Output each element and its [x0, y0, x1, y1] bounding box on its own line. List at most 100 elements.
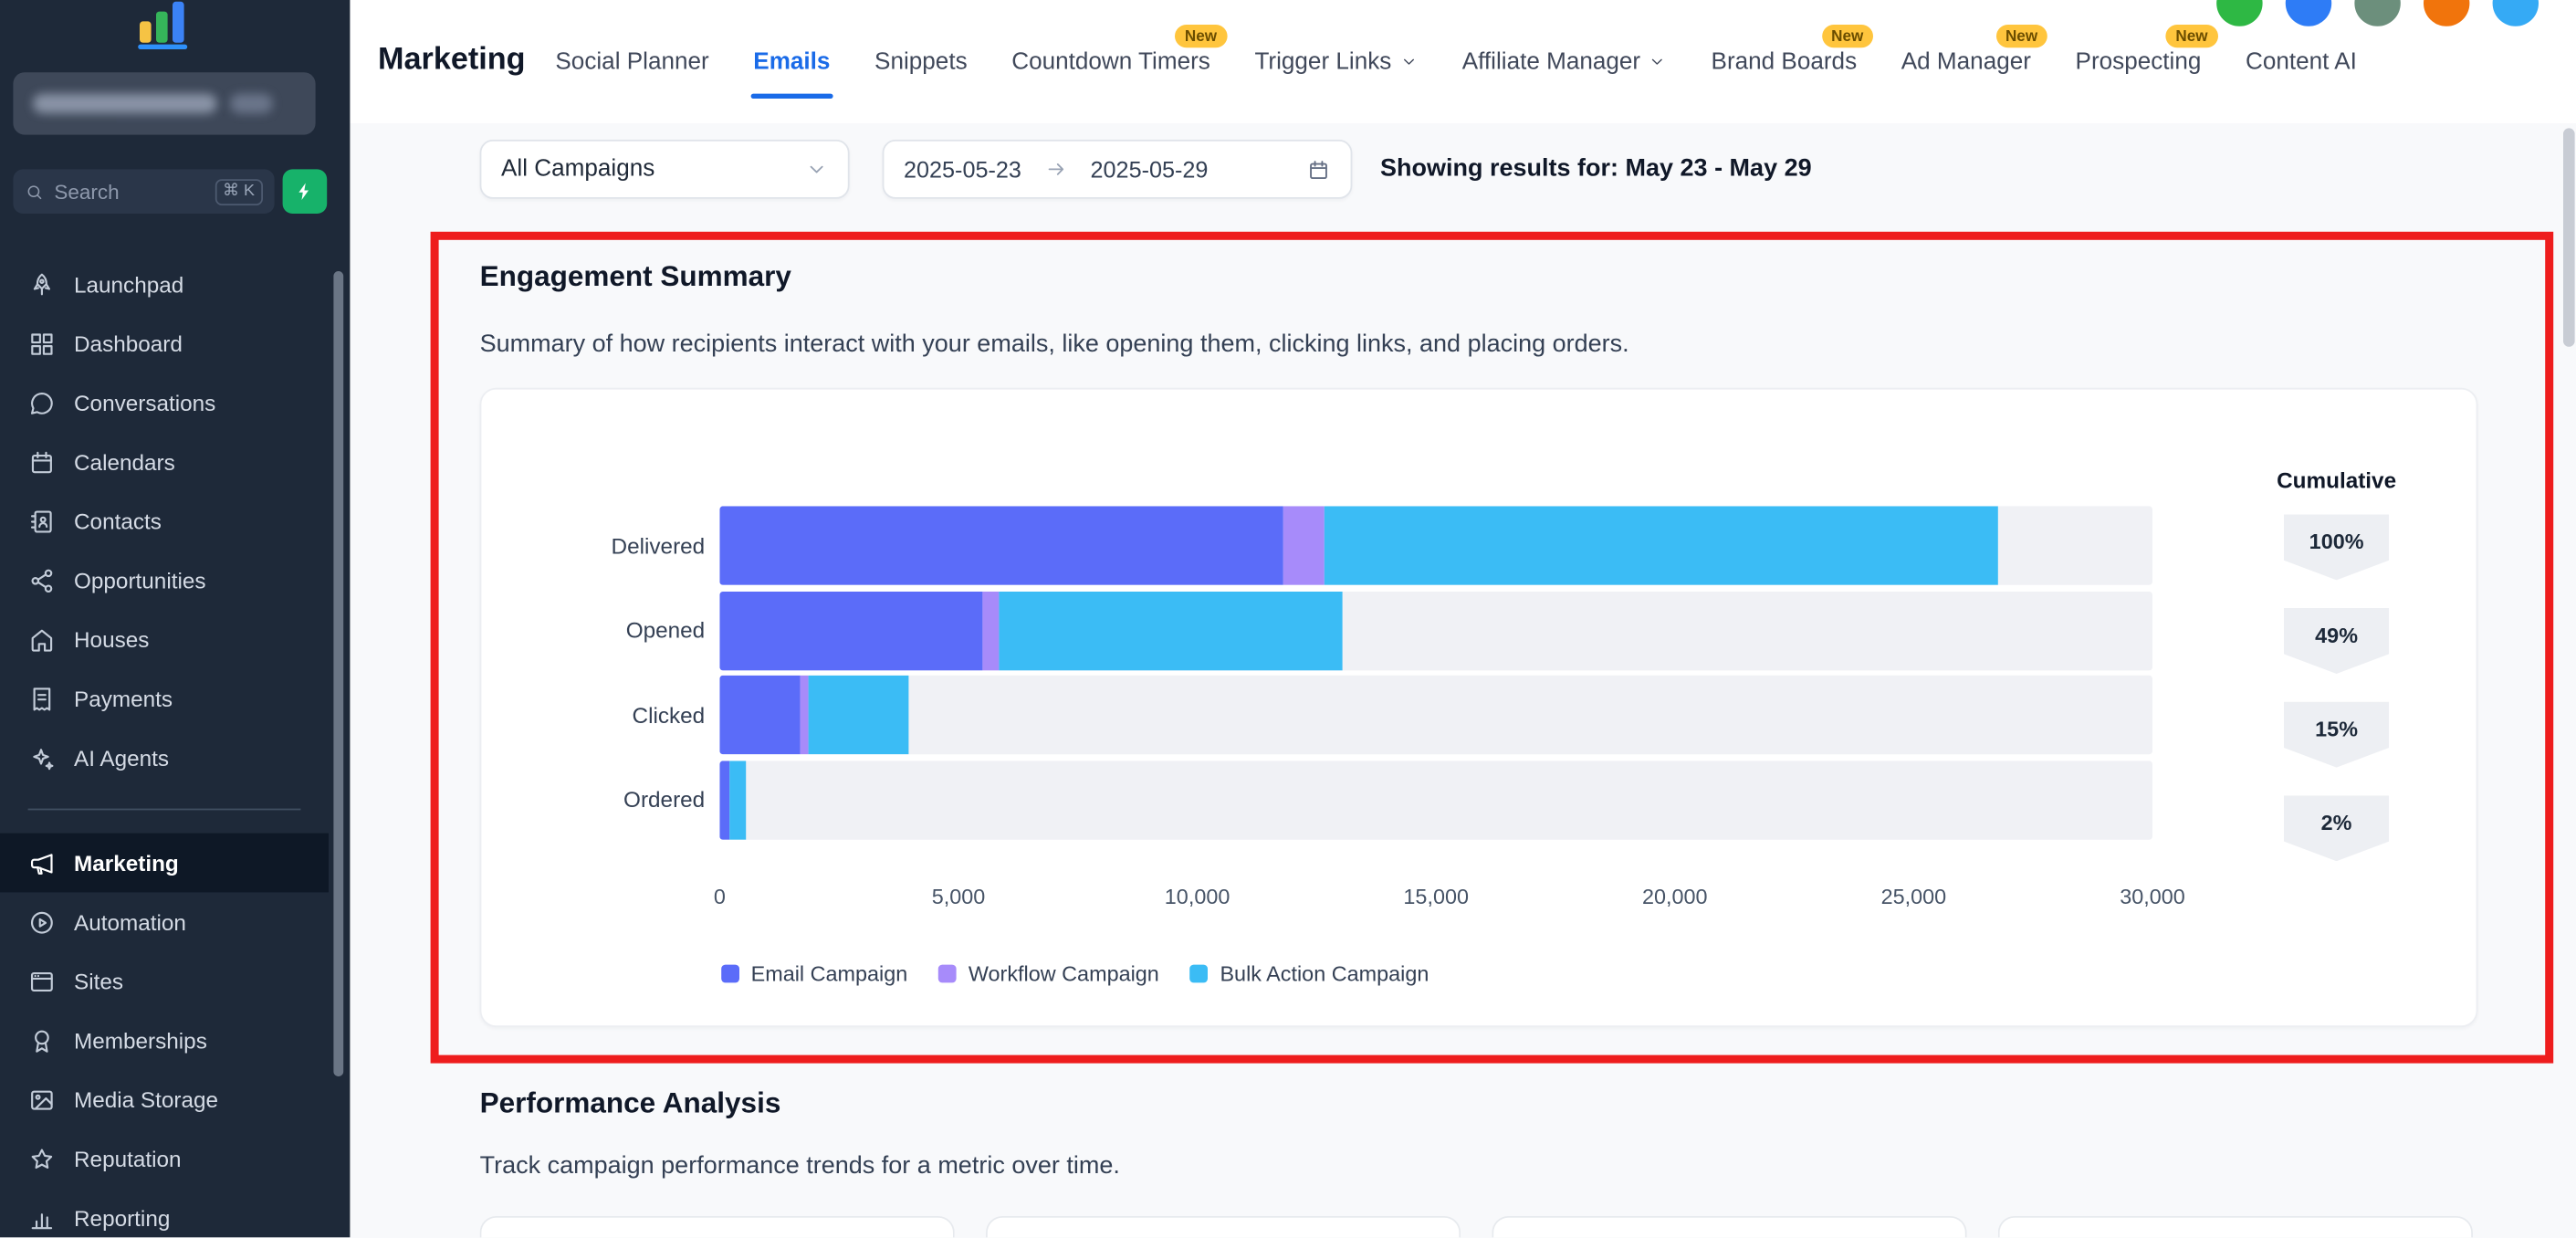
sidebar-item-label: Dashboard — [74, 330, 183, 356]
sidebar-item-marketing[interactable]: Marketing — [0, 833, 329, 893]
tab-content-ai[interactable]: Content AI — [2246, 0, 2357, 123]
filter-bar: All Campaigns 2025-05-23 2025-05-29 Show… — [350, 123, 2576, 232]
sidebar-item-calendars[interactable]: Calendars — [0, 432, 329, 491]
sidebar-scrollbar[interactable] — [333, 271, 344, 1076]
bar-row-opened: Opened — [481, 591, 2153, 670]
sidebar-item-label: Conversations — [74, 390, 216, 415]
arrow-right-icon — [1044, 158, 1067, 181]
tab-social-planner[interactable]: Social Planner — [555, 0, 708, 123]
sidebar-item-label: AI Agents — [74, 745, 170, 771]
media-storage-icon — [28, 1086, 57, 1114]
bar-row-delivered: Delivered — [481, 506, 2153, 585]
account-switcher[interactable] — [13, 72, 316, 135]
opportunities-icon — [28, 566, 57, 594]
tab-trigger-links[interactable]: Trigger Links — [1254, 0, 1418, 123]
sidebar-item-opportunities[interactable]: Opportunities — [0, 551, 329, 610]
legend-item-email-campaign[interactable]: Email Campaign — [721, 961, 907, 986]
profile-icon[interactable] — [2354, 0, 2401, 26]
tab-label: Countdown Timers — [1011, 48, 1210, 75]
date-end-value: 2025-05-29 — [1090, 156, 1209, 183]
sidebar-item-conversations[interactable]: Conversations — [0, 373, 329, 433]
sidebar-item-label: Contacts — [74, 509, 162, 534]
date-range-picker[interactable]: 2025-05-23 2025-05-29 — [882, 140, 1353, 199]
sidebar-item-ai-agents[interactable]: AI Agents — [0, 728, 329, 787]
tab-snippets[interactable]: Snippets — [874, 0, 968, 123]
tab-countdown-timers[interactable]: Countdown Timers New — [1011, 0, 1227, 123]
page-scrollbar[interactable] — [2563, 128, 2575, 347]
bar-segment-email-campaign — [719, 760, 729, 839]
calendar-icon — [1306, 157, 1331, 182]
engagement-summary-title: Engagement Summary — [479, 259, 791, 293]
sidebar-item-contacts[interactable]: Contacts — [0, 491, 329, 551]
sidebar-item-label: Marketing — [74, 850, 179, 876]
legend-swatch — [1190, 964, 1209, 983]
sites-icon — [28, 967, 57, 995]
sidebar-item-label: Automation — [74, 909, 186, 935]
calendars-icon — [28, 448, 57, 477]
bar-segment-email-campaign — [719, 591, 983, 670]
sidebar-item-automation[interactable]: Automation — [0, 892, 329, 951]
topbar-icons — [2216, 0, 2539, 26]
sidebar-item-label: Sites — [74, 969, 124, 994]
houses-icon — [28, 625, 57, 654]
bar-track — [719, 675, 2153, 755]
tab-brand-boards[interactable]: Brand Boards New — [1711, 0, 1874, 123]
x-axis: 0 5,000 10,000 15,000 20,000 25,000 30,000 — [714, 884, 2185, 910]
sidebar-item-houses[interactable]: Houses — [0, 610, 329, 669]
bar-segment-bulk-action-campaign — [999, 591, 1344, 670]
cumulative-badge: 49% — [2284, 608, 2390, 674]
legend-label: Email Campaign — [750, 961, 908, 986]
sidebar-item-media-storage[interactable]: Media Storage — [0, 1070, 329, 1129]
legend-item-bulk-action-campaign[interactable]: Bulk Action Campaign — [1190, 961, 1429, 986]
sidebar-item-reporting[interactable]: Reporting — [0, 1188, 329, 1238]
legend-item-workflow-campaign[interactable]: Workflow Campaign — [938, 961, 1159, 986]
chevron-down-icon — [805, 158, 828, 181]
tab-prospecting[interactable]: Prospecting New — [2076, 0, 2218, 123]
legend-swatch — [938, 964, 958, 983]
sidebar-item-launchpad[interactable]: Launchpad — [0, 255, 329, 314]
sidebar-search-row: Search ⌘ K — [13, 169, 328, 214]
ai-quick-action-button[interactable] — [282, 169, 328, 214]
performance-card — [986, 1216, 1461, 1238]
cumulative-badge: 2% — [2284, 795, 2390, 862]
category-label: Clicked — [632, 702, 706, 728]
x-tick: 25,000 — [1880, 884, 1947, 909]
conversations-icon — [28, 389, 57, 417]
search-shortcut-badge: ⌘ K — [214, 178, 263, 205]
tab-emails[interactable]: Emails — [749, 0, 833, 123]
page-header: Marketing Social Planner Emails Snippets Co… — [350, 0, 2576, 123]
sidebar-nav: Launchpad Dashboard Conversations Calendars… — [0, 255, 329, 1238]
reputation-icon — [28, 1145, 57, 1173]
tab-ad-manager[interactable]: Ad Manager New — [1901, 0, 2047, 123]
sidebar-item-dashboard[interactable]: Dashboard — [0, 314, 329, 373]
page-title: Marketing — [378, 42, 526, 78]
tab-affiliate-manager[interactable]: Affiliate Manager — [1462, 0, 1667, 123]
tab-label: Emails — [753, 48, 831, 75]
messages-icon[interactable] — [2285, 0, 2332, 26]
sidebar-item-payments[interactable]: Payments — [0, 669, 329, 729]
performance-card — [1492, 1216, 1967, 1238]
tab-label: Brand Boards — [1711, 48, 1858, 75]
reporting-icon — [28, 1204, 57, 1233]
date-start-value: 2025-05-23 — [904, 156, 1021, 183]
bar-segment-bulk-action-campaign — [1324, 506, 1997, 585]
new-badge: New — [1821, 25, 1874, 48]
bar-track — [719, 506, 2153, 585]
sidebar-item-sites[interactable]: Sites — [0, 951, 329, 1011]
sidebar-item-reputation[interactable]: Reputation — [0, 1129, 329, 1189]
new-badge: New — [1995, 25, 2047, 48]
tab-label: Trigger Links — [1254, 48, 1392, 75]
notifications-icon[interactable] — [2424, 0, 2470, 26]
sidebar-item-label: Calendars — [74, 449, 175, 475]
help-icon[interactable] — [2216, 0, 2263, 26]
search-input[interactable]: Search ⌘ K — [13, 169, 275, 214]
tab-label: Snippets — [874, 48, 968, 75]
sidebar-item-label: Payments — [74, 686, 173, 711]
campaign-select[interactable]: All Campaigns — [479, 140, 850, 199]
info-icon[interactable] — [2492, 0, 2539, 26]
bar-segment-email-campaign — [719, 506, 1283, 585]
sidebar-item-label: Media Storage — [74, 1086, 219, 1112]
new-badge: New — [2165, 25, 2218, 48]
sidebar-item-memberships[interactable]: Memberships — [0, 1011, 329, 1070]
showing-results-label: Showing results for: May 23 - May 29 — [1380, 154, 1812, 183]
